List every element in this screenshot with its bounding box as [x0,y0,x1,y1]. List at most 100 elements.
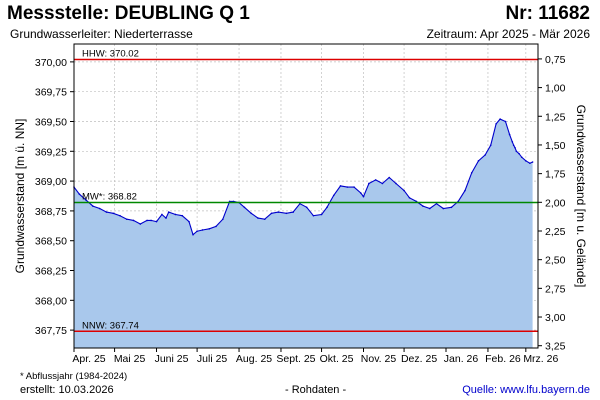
water-level-point [368,182,370,185]
water-level-point [362,195,365,198]
water-level-point [499,118,501,120]
water-level-point [196,230,198,232]
water-level-point [489,144,492,147]
water-level-point [422,205,424,207]
water-level-point [435,202,438,205]
water-level-point [181,214,184,217]
water-level-point [150,219,152,222]
water-level-point [92,205,94,207]
y2-tick-label: 2,00 [545,197,566,209]
y-tick-label: 368,50 [35,236,67,248]
water-level-point [222,218,224,221]
water-level-point [208,227,211,230]
water-level-point [299,202,301,205]
water-level-point [388,176,390,179]
x-tick-label: Nov. 25 [361,353,397,365]
area-layer [73,118,534,348]
water-level-point [403,189,405,192]
water-level-point [339,185,342,187]
y2-tick-label: 2,75 [545,283,566,295]
y-axis-title: Grundwasserstand [m ü. NN] [13,119,27,274]
water-level-point [470,171,473,174]
water-level-point [511,140,514,143]
water-level-point [232,200,235,203]
water-level-point [312,214,315,217]
water-level-point [450,206,453,209]
water-level-point [112,212,115,215]
water-level-point [105,211,108,213]
raw-data-note: - Rohdaten - [285,384,347,396]
y2-axis-title: Grundwasserstand [m u. Gelände] [574,105,588,288]
water-level-line [73,118,533,236]
water-level-point [408,196,411,199]
created-date: erstellt: 10.03.2026 [20,384,114,396]
aquifer-label: Grundwasserleiter: Niederterrasse [10,27,193,41]
y-tick-label: 370,00 [35,57,67,69]
period-label: Zeitraum: Apr 2025 - Mär 2026 [426,27,590,41]
water-level-area [74,119,533,348]
y2-tick-label: 3,25 [545,341,566,353]
plot-frame [73,43,539,349]
y-tick-label: 369,00 [35,176,67,188]
water-level-point [442,207,445,210]
water-level-point [529,162,531,165]
source-link[interactable]: Quelle: www.lfu.bayern.de [462,384,590,396]
water-level-point [504,120,507,123]
water-level-point [512,144,515,147]
y-tick-label: 369,50 [35,116,67,128]
water-level-point [85,199,87,201]
water-level-point [514,146,516,149]
water-level-point [477,160,480,162]
y2-tick-label: 2,50 [545,255,566,267]
water-level-point [139,223,142,225]
water-level-point [525,160,527,162]
x-tick-label: Dez. 25 [401,353,437,365]
water-level-point [381,182,384,185]
x-tick-label: Juni 25 [155,353,189,365]
water-level-point [428,207,431,210]
water-level-point [78,193,81,196]
x-tick-label: Mrz. 26 [523,353,558,365]
water-level-point [515,150,518,153]
water-level-point [531,161,534,163]
water-level-point [192,233,194,236]
water-level-point [374,179,377,181]
water-level-point [520,156,523,159]
water-level-point [125,218,128,221]
y-tick-label: 368,25 [35,266,67,278]
water-level-point [292,211,294,213]
water-level-point [277,211,280,213]
water-level-point [250,212,253,215]
x-tick-label: Jan. 26 [444,353,479,365]
water-level-point [359,192,362,194]
y2-tick-label: 0,75 [545,54,566,66]
water-level-point [415,200,418,203]
station-number: Nr: 11682 [505,3,590,24]
y2-tick-label: 3,00 [545,312,566,324]
x-tick-label: Juli 25 [197,353,228,365]
water-level-point [161,213,163,216]
water-level-point [518,152,520,155]
y2-tick-label: 1,00 [545,83,566,95]
water-level-point [257,217,259,219]
water-level-point [484,154,487,156]
y2-tick-label: 1,25 [545,111,566,123]
water-level-point [508,133,511,136]
reference-lines: HHW: 370.02 MW*: 368.82 NNW: 367.74 [74,48,538,333]
page-title: Messstelle: DEUBLING Q 1 [7,3,250,24]
water-level-point [263,218,266,221]
water-level-point [201,229,204,231]
y-tick-label: 369,75 [35,87,67,99]
water-level-point [305,206,308,209]
water-level-point [119,214,121,217]
x-tick-label: Mai 25 [114,353,146,365]
water-level-point [457,200,459,203]
water-level-point [464,189,466,192]
x-tick-label: Sept. 25 [276,353,315,365]
water-level-point [395,182,397,185]
water-level-point [215,225,217,228]
y2-tick-label: 2,25 [545,226,566,238]
water-level-point [243,206,246,209]
y-tick-label: 367,75 [35,325,67,337]
